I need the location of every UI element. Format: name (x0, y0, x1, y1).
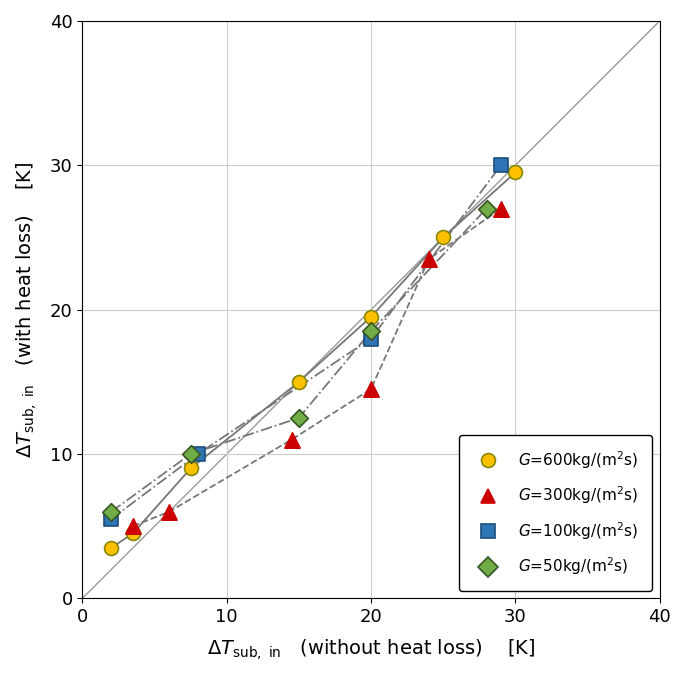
Legend: $G$=600kg/(m$^2$s), $G$=300kg/(m$^2$s), $G$=100kg/(m$^2$s), $G$=50kg/(m$^2$s): $G$=600kg/(m$^2$s), $G$=300kg/(m$^2$s), … (459, 435, 652, 591)
Point (366, 384, 377, 395)
Point (293, 412, 304, 423)
Point (495, 160, 506, 170)
Point (510, 167, 521, 178)
Point (164, 506, 175, 517)
Point (192, 449, 203, 460)
Point (127, 528, 138, 539)
Point (366, 326, 377, 337)
Point (293, 377, 304, 387)
Point (185, 463, 196, 474)
Point (366, 333, 377, 344)
Point (105, 506, 116, 517)
Point (481, 203, 492, 214)
Point (438, 232, 449, 243)
Point (423, 254, 434, 264)
Y-axis label: $\Delta T_{\rm sub,\ in}$   (with heat loss)    [K]: $\Delta T_{\rm sub,\ in}$ (with heat los… (14, 162, 39, 458)
Point (495, 203, 506, 214)
Point (105, 514, 116, 525)
Point (286, 434, 297, 445)
X-axis label: $\Delta T_{\rm sub,\ in}$   (without heat loss)    [K]: $\Delta T_{\rm sub,\ in}$ (without heat … (207, 637, 535, 662)
Point (105, 542, 116, 553)
Point (185, 449, 196, 460)
Point (366, 312, 377, 322)
Point (127, 521, 138, 531)
